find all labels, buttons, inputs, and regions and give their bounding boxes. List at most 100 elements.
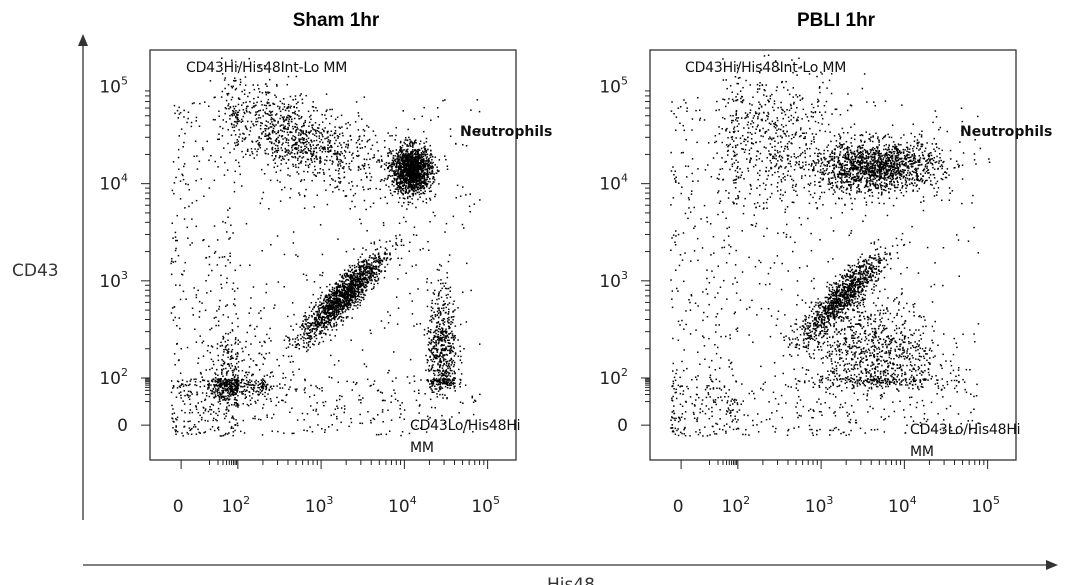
event-dot (352, 273, 355, 275)
event-dot (252, 393, 254, 395)
event-dot (337, 165, 339, 167)
event-dot (237, 161, 240, 164)
event-dot (329, 159, 331, 162)
event-dot (358, 292, 360, 294)
event-dot (271, 146, 274, 149)
event-dot (218, 110, 220, 112)
event-dot (450, 364, 452, 366)
event-dot (430, 166, 432, 168)
event-dot (440, 344, 443, 346)
event-dot (376, 275, 378, 278)
event-dot (441, 332, 443, 335)
event-dot (332, 294, 334, 297)
event-dot (275, 150, 277, 152)
event-dot (330, 155, 333, 158)
event-dot (234, 382, 237, 384)
event-dot (255, 118, 258, 120)
event-dot (371, 267, 374, 269)
event-dot (340, 320, 342, 322)
event-dot (408, 172, 410, 174)
event-dot (337, 283, 339, 285)
event-dot (345, 296, 348, 298)
event-dot (305, 318, 307, 320)
event-dot (437, 374, 439, 377)
event-dot (224, 107, 227, 109)
event-dot (319, 316, 321, 318)
event-dot (255, 124, 258, 126)
event-dot (346, 275, 349, 278)
event-dot (447, 349, 449, 352)
event-dot (343, 285, 345, 287)
event-dot (388, 185, 390, 188)
event-dot (244, 390, 247, 393)
event-dot (226, 397, 229, 399)
event-dot (288, 118, 290, 121)
event-dot (237, 65, 239, 68)
event-dot (443, 344, 445, 346)
event-dot (334, 335, 336, 337)
event-dot (417, 167, 420, 169)
event-dot (284, 155, 286, 157)
event-dot (365, 208, 367, 211)
event-dot (229, 151, 231, 154)
event-dot (362, 282, 364, 284)
event-dot (431, 382, 433, 384)
event-dot (253, 88, 256, 91)
event-dot (381, 263, 383, 265)
event-dot (372, 266, 374, 268)
event-dot (432, 384, 434, 386)
event-dot (234, 374, 237, 376)
event-dot (335, 169, 337, 171)
event-dot (351, 290, 354, 292)
event-dot (327, 314, 329, 316)
event-dot (414, 158, 416, 160)
event-dot (460, 373, 463, 375)
event-dot (241, 393, 244, 395)
event-dot (452, 319, 454, 321)
event-dot (409, 201, 411, 204)
event-dot (420, 379, 422, 381)
y-axis-label: CD43 (12, 261, 59, 281)
event-dot (413, 188, 416, 190)
event-dot (424, 179, 426, 181)
event-dot (349, 188, 352, 191)
event-dot (278, 140, 280, 142)
event-dot (264, 358, 266, 360)
event-dot (336, 135, 339, 137)
event-dot (222, 360, 225, 362)
event-dot (325, 320, 328, 323)
event-dot (335, 325, 337, 327)
event-dot (306, 318, 309, 321)
event-dot (302, 131, 304, 133)
event-dot (312, 328, 314, 330)
event-dot (347, 286, 349, 288)
event-dot (357, 286, 359, 288)
event-dot (297, 173, 300, 175)
event-dot (427, 331, 430, 333)
event-dot (296, 336, 298, 339)
event-dot (304, 121, 306, 124)
event-dot (293, 106, 295, 109)
event-dot (292, 360, 294, 363)
event-dot (431, 314, 434, 317)
event-dot (449, 384, 451, 387)
event-dot (431, 339, 433, 341)
event-dot (383, 258, 385, 260)
event-dot (245, 109, 248, 112)
event-dot (342, 167, 345, 170)
event-dot (414, 153, 417, 156)
event-dot (302, 124, 305, 127)
event-dot (391, 159, 394, 162)
event-dot (396, 179, 398, 181)
event-dot (397, 174, 400, 176)
event-dot (303, 342, 305, 344)
event-dot (405, 158, 407, 160)
event-dot (341, 132, 344, 134)
event-dot (289, 95, 292, 98)
event-dot (429, 342, 431, 345)
event-dot (419, 143, 421, 145)
event-dot (323, 311, 325, 314)
event-dot (319, 132, 321, 134)
event-dot (358, 261, 360, 263)
event-dot (242, 156, 245, 158)
